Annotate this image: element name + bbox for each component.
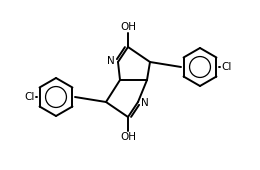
Text: Cl: Cl <box>25 92 35 102</box>
Text: OH: OH <box>120 22 136 32</box>
Text: N: N <box>107 56 115 66</box>
Text: OH: OH <box>120 132 136 142</box>
Text: N: N <box>141 98 149 108</box>
Text: Cl: Cl <box>221 62 231 72</box>
